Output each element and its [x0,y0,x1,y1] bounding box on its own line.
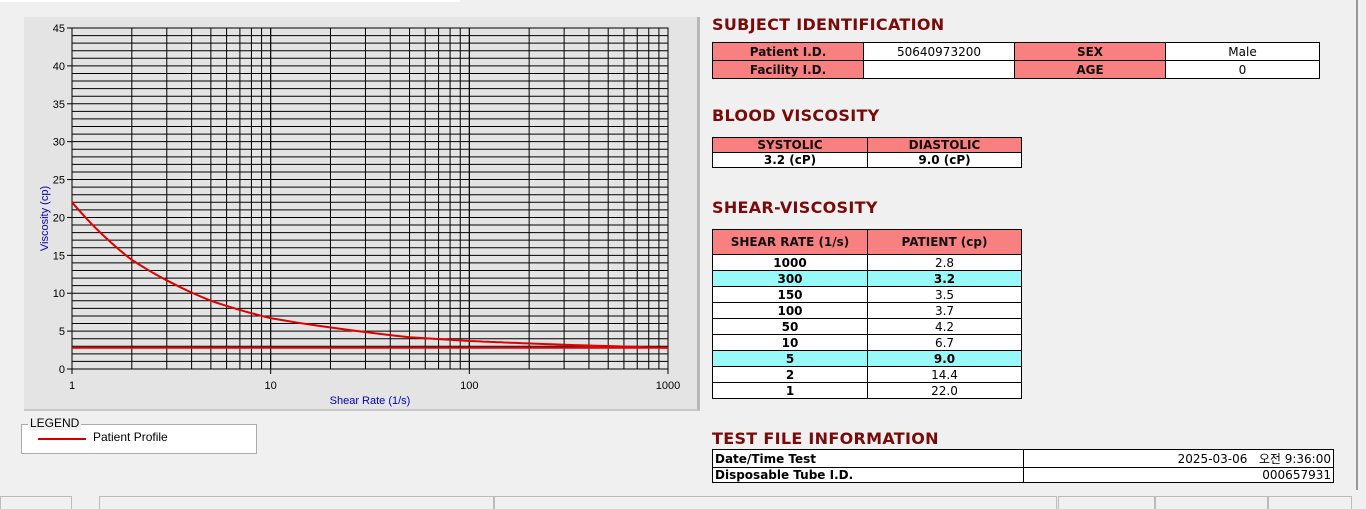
y-tick-label: 5 [59,326,65,338]
y-tick-label: 15 [53,250,65,262]
date-time-label: Date/Time Test [713,450,1024,468]
y-tick-label: 20 [53,212,65,224]
legend-item-patient-profile: Patient Profile [93,430,168,444]
patient-cp-cell: 3.5 [868,287,1022,303]
tube-id-label: Disposable Tube I.D. [713,468,1024,483]
data-point [563,344,565,346]
status-segment [0,496,72,509]
shear-rate-cell: 5 [713,351,868,367]
shear-rate-cell: 2 [713,367,868,383]
shear-rate-cell: 150 [713,287,868,303]
date-time-value: 2025-03-06 오전 9:36:00 [1024,450,1334,468]
data-point [210,300,212,302]
y-axis-label: Viscosity (cp) [39,186,51,251]
shear-rate-cell: 1000 [713,255,868,271]
chart-svg: 0 5 10 15 20 25 30 35 40 45 1 10 100 1000 Shear Rate (… [24,17,697,409]
diastolic-value: 9.0 (cP) [868,153,1022,168]
status-segment [1268,496,1352,509]
patient-cp-cell: 3.2 [868,271,1022,287]
plot-area [72,28,668,369]
patient-cp-header: PATIENT (cp) [868,230,1022,255]
status-segment [99,496,494,509]
status-segment [1058,496,1155,509]
shear-rate-cell: 50 [713,319,868,335]
shear-rate-header: SHEAR RATE (1/s) [713,230,868,255]
patient-cp-cell: 14.4 [868,367,1022,383]
y-tick-label: 35 [53,99,65,111]
right-scroll-edge [1356,0,1358,490]
patient-cp-cell: 3.7 [868,303,1022,319]
patient-cp-cell: 2.8 [868,255,1022,271]
data-point [131,259,133,261]
subject-title: SUBJECT IDENTIFICATION [712,15,944,34]
data-point [409,336,411,338]
patient-cp-cell: 4.2 [868,319,1022,335]
y-tick-label: 30 [53,137,65,149]
x-tick-label: 10 [265,380,277,392]
systolic-label: SYSTOLIC [713,138,868,153]
y-tick-label: 10 [53,288,65,300]
patient-id-value: 50640973200 [864,43,1015,61]
y-tick-label: 0 [59,364,65,376]
legend-title: LEGEND [28,416,81,430]
patient-id-label: Patient I.D. [713,43,864,61]
x-tick-label: 100 [460,380,478,392]
legend-line-icon [38,438,86,440]
patient-cp-cell: 9.0 [868,351,1022,367]
shear-rate-cell: 100 [713,303,868,319]
viscosity-chart: 0 5 10 15 20 25 30 35 40 45 1 10 100 1000 Shear Rate (… [24,17,700,411]
shear-rate-cell: 10 [713,335,868,351]
shear-rate-cell: 300 [713,271,868,287]
tube-id-value: 000657931 [1024,468,1334,483]
y-tick-label: 40 [53,61,65,73]
shear-title: SHEAR-VISCOSITY [712,198,878,217]
top-strip [0,0,460,2]
data-point [270,317,272,319]
y-tick-label: 25 [53,175,65,187]
data-point [469,340,471,342]
patient-cp-cell: 22.0 [868,383,1022,399]
shear-rate-cell: 1 [713,383,868,399]
x-tick-label: 1 [69,380,75,392]
patient-cp-cell: 6.7 [868,335,1022,351]
age-label: AGE [1015,61,1166,79]
systolic-value: 3.2 (cP) [713,153,868,168]
status-segment [1155,496,1268,509]
x-tick-label: 1000 [656,380,680,392]
facility-id-label: Facility I.D. [713,61,864,79]
sex-value: Male [1166,43,1320,61]
data-point [71,201,73,203]
facility-id-value [864,61,1015,79]
diastolic-label: DIASTOLIC [868,138,1022,153]
sex-label: SEX [1015,43,1166,61]
y-tick-label: 45 [53,23,65,35]
x-axis-label: Shear Rate (1/s) [330,395,411,407]
data-point [504,342,506,344]
age-value: 0 [1166,61,1320,79]
blood-title: BLOOD VISCOSITY [712,106,880,125]
testfile-title: TEST FILE INFORMATION [712,429,939,448]
status-segment [494,496,1057,509]
